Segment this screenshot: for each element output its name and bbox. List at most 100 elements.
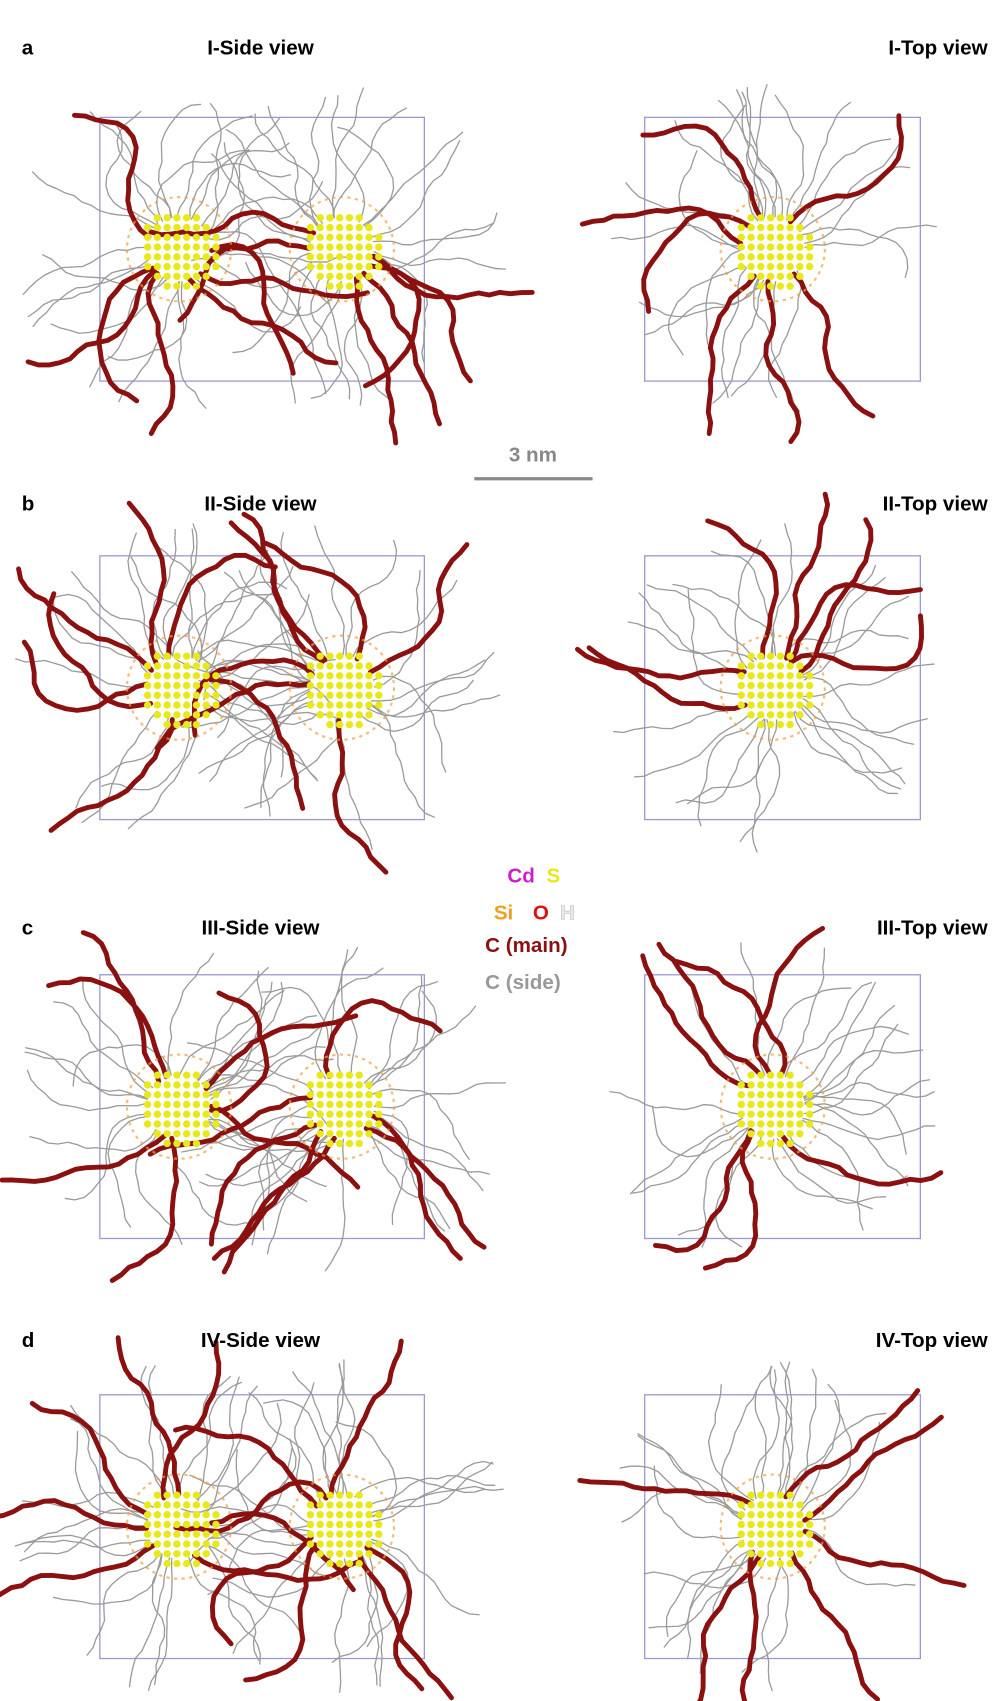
atom	[183, 1111, 190, 1118]
atom	[336, 1140, 343, 1147]
atom	[154, 263, 161, 270]
atom	[747, 214, 754, 221]
atom	[212, 1540, 219, 1547]
atom	[777, 1130, 784, 1137]
atom	[375, 682, 382, 689]
polymer-chain	[51, 720, 172, 831]
atom	[806, 1531, 813, 1538]
atom	[365, 672, 372, 679]
atom	[193, 1140, 200, 1147]
atom	[757, 243, 764, 250]
atom	[144, 253, 151, 260]
atom	[757, 1140, 764, 1147]
atom	[747, 653, 754, 660]
atom	[183, 1521, 190, 1528]
atom	[326, 1120, 333, 1127]
atom	[346, 1111, 353, 1118]
atom	[786, 1550, 793, 1557]
legend-item: Cd	[507, 865, 534, 888]
atom	[796, 1120, 803, 1127]
atom	[193, 1091, 200, 1098]
atom	[747, 1091, 754, 1098]
atom	[183, 701, 190, 708]
atom	[365, 711, 372, 718]
atom	[356, 672, 363, 679]
atom	[326, 1071, 333, 1078]
atom	[173, 1120, 180, 1127]
atom	[326, 1550, 333, 1557]
atom	[806, 682, 813, 689]
atom	[173, 1501, 180, 1508]
atom	[163, 273, 170, 280]
atom	[307, 1501, 314, 1508]
atom	[326, 1111, 333, 1118]
atom	[183, 282, 190, 289]
atom	[356, 1491, 363, 1498]
atom	[203, 273, 210, 280]
polymer-chain	[802, 228, 908, 278]
atom	[173, 711, 180, 718]
atom	[767, 1071, 774, 1078]
atom	[183, 273, 190, 280]
atom	[212, 1521, 219, 1528]
atom	[336, 1120, 343, 1127]
atom	[154, 1491, 161, 1498]
atom	[796, 1511, 803, 1518]
atom	[212, 1120, 219, 1127]
atom	[346, 1550, 353, 1557]
atom	[203, 1521, 210, 1528]
atom	[786, 1491, 793, 1498]
atom	[757, 701, 764, 708]
atom	[173, 253, 180, 260]
atom	[796, 243, 803, 250]
atom	[183, 692, 190, 699]
atom	[154, 682, 161, 689]
atom	[173, 1071, 180, 1078]
atom	[806, 253, 813, 260]
atom	[336, 282, 343, 289]
atom	[336, 1101, 343, 1108]
atom	[375, 701, 382, 708]
atom	[307, 1120, 314, 1127]
atom	[757, 1560, 764, 1567]
atom	[356, 253, 363, 260]
atom	[163, 1120, 170, 1127]
atom	[203, 1540, 210, 1547]
atom	[183, 214, 190, 221]
atom	[173, 692, 180, 699]
atom	[183, 711, 190, 718]
atom	[346, 672, 353, 679]
atom	[777, 692, 784, 699]
atom	[757, 653, 764, 660]
polymer-chain	[374, 252, 505, 269]
atom	[806, 263, 813, 270]
polymer-chain	[768, 988, 851, 1074]
scale-bar-label: 3 nm	[509, 443, 557, 466]
atom	[777, 282, 784, 289]
atom	[336, 224, 343, 231]
atom	[786, 1140, 793, 1147]
atom	[326, 214, 333, 221]
atom	[767, 672, 774, 679]
atom	[212, 1111, 219, 1118]
polymer-chain	[370, 695, 499, 717]
atom	[777, 1521, 784, 1528]
atom	[346, 1140, 353, 1147]
atom	[786, 721, 793, 728]
polymer-chain	[785, 948, 824, 1076]
atom	[365, 1521, 372, 1528]
atom	[336, 721, 343, 728]
atom	[163, 1560, 170, 1567]
atom	[163, 1091, 170, 1098]
atom	[203, 224, 210, 231]
legend-item: H	[560, 901, 575, 924]
atom	[365, 1130, 372, 1137]
atom	[346, 253, 353, 260]
atom	[777, 253, 784, 260]
atom	[747, 1521, 754, 1528]
atom	[336, 1491, 343, 1498]
atom	[757, 1081, 764, 1088]
atom	[326, 253, 333, 260]
atom	[336, 1130, 343, 1137]
polymer-chain	[140, 1367, 173, 1495]
